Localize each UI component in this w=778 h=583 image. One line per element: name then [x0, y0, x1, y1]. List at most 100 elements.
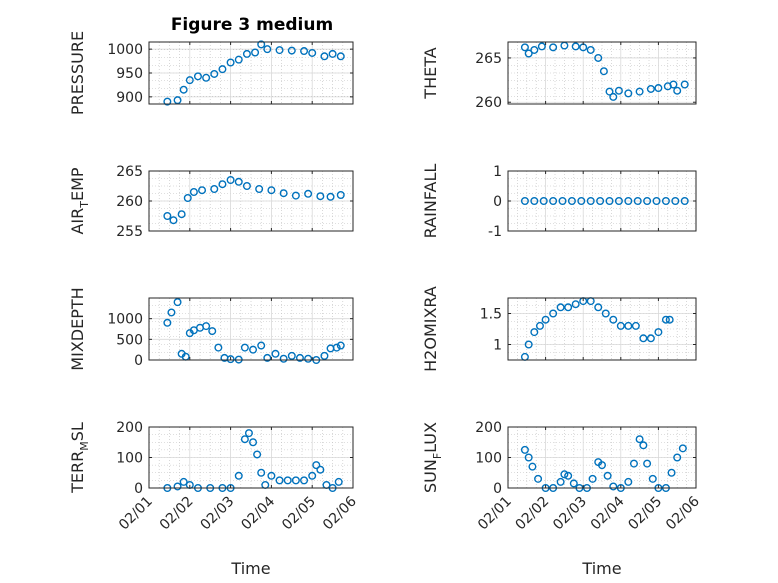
data-point [673, 453, 682, 462]
data-point [263, 353, 272, 362]
axes-box [507, 41, 697, 105]
data-point [189, 187, 198, 196]
data-point [520, 43, 529, 52]
data-point [614, 196, 623, 205]
data-point [173, 96, 182, 105]
data-point [177, 210, 186, 219]
data-point [249, 438, 258, 447]
data-point [253, 450, 262, 459]
data-point [300, 476, 309, 485]
data-point [183, 193, 192, 202]
data-point [556, 303, 565, 312]
data-point [633, 196, 642, 205]
data-point [249, 345, 258, 354]
data-point [539, 196, 548, 205]
data-point [629, 459, 638, 468]
data-point [530, 196, 539, 205]
data-point [287, 46, 296, 55]
y-tick-label: 0 [134, 481, 143, 497]
data-point [304, 354, 313, 363]
data-point [609, 315, 618, 324]
data-point [210, 184, 219, 193]
data-point [594, 303, 603, 312]
data-point [560, 470, 569, 479]
data-point [599, 67, 608, 76]
y-tick-label: 260 [475, 95, 502, 111]
data-point [571, 42, 580, 51]
y-axis-label: RAINFALL [421, 164, 440, 239]
data-point [631, 321, 640, 330]
subplot-h2omixra: 1 1.5 H2OMIXRA [421, 286, 697, 372]
data-point [624, 321, 633, 330]
y-tick-label: 0 [493, 194, 502, 210]
data-point [635, 435, 644, 444]
data-point [520, 196, 529, 205]
y-tick-label: 100 [475, 451, 502, 467]
data-point [605, 196, 614, 205]
data-point [179, 85, 188, 94]
data-point [320, 351, 329, 360]
data-point [316, 465, 325, 474]
y-tick-label: 1 [493, 164, 502, 180]
y-tick-label: 255 [116, 224, 143, 240]
data-point [167, 308, 176, 317]
data-point [596, 196, 605, 205]
y-axis-label: TERRMSL [68, 422, 91, 494]
data-point [601, 309, 610, 318]
y-tick-label: 260 [116, 194, 143, 210]
x-axis-label: Time [581, 559, 621, 578]
data-point [534, 474, 543, 483]
data-point [661, 196, 670, 205]
data-point [185, 76, 194, 85]
data-point [210, 69, 219, 78]
subplot-theta: 260 265 THETA [421, 41, 697, 111]
y-tick-label: -1 [488, 224, 502, 240]
data-point [202, 73, 211, 82]
data-point [667, 468, 676, 477]
data-point [564, 471, 573, 480]
data-point [616, 321, 625, 330]
data-point [295, 353, 304, 362]
data-point [240, 343, 249, 352]
data-point [624, 196, 633, 205]
data-point [609, 92, 618, 101]
data-point [267, 471, 276, 480]
data-point [179, 477, 188, 486]
figure-title: Figure 3 medium [171, 15, 333, 35]
data-point [537, 42, 546, 51]
data-point [275, 46, 284, 55]
data-point [654, 328, 663, 337]
data-point [535, 321, 544, 330]
data-point [669, 80, 678, 89]
data-point [624, 89, 633, 98]
data-point [279, 189, 288, 198]
y-tick-label: 265 [116, 164, 143, 180]
data-point [571, 300, 580, 309]
data-point [549, 196, 558, 205]
data-point [524, 49, 533, 58]
data-point [654, 84, 663, 93]
subplot-rainfall: -1 0 1 RAINFALL [421, 164, 697, 240]
data-point [541, 315, 550, 324]
data-point [257, 468, 266, 477]
y-axis-label: AIRTEMP [68, 167, 91, 234]
y-tick-label: 900 [116, 90, 143, 106]
data-point [308, 48, 317, 57]
data-point [336, 52, 345, 61]
y-axis-label: MIXDEPTH [68, 287, 87, 370]
data-point [173, 298, 182, 307]
data-point [257, 341, 266, 350]
data-point [173, 482, 182, 491]
data-point [678, 444, 687, 453]
data-point [569, 479, 578, 488]
data-point [336, 190, 345, 199]
data-point [586, 45, 595, 54]
data-point [648, 474, 657, 483]
data-point [556, 477, 565, 486]
data-point [255, 184, 264, 193]
y-tick-label: 265 [475, 51, 502, 67]
data-point [234, 177, 243, 186]
data-point [328, 49, 337, 58]
axes-box [148, 297, 354, 361]
data-point [598, 461, 607, 470]
